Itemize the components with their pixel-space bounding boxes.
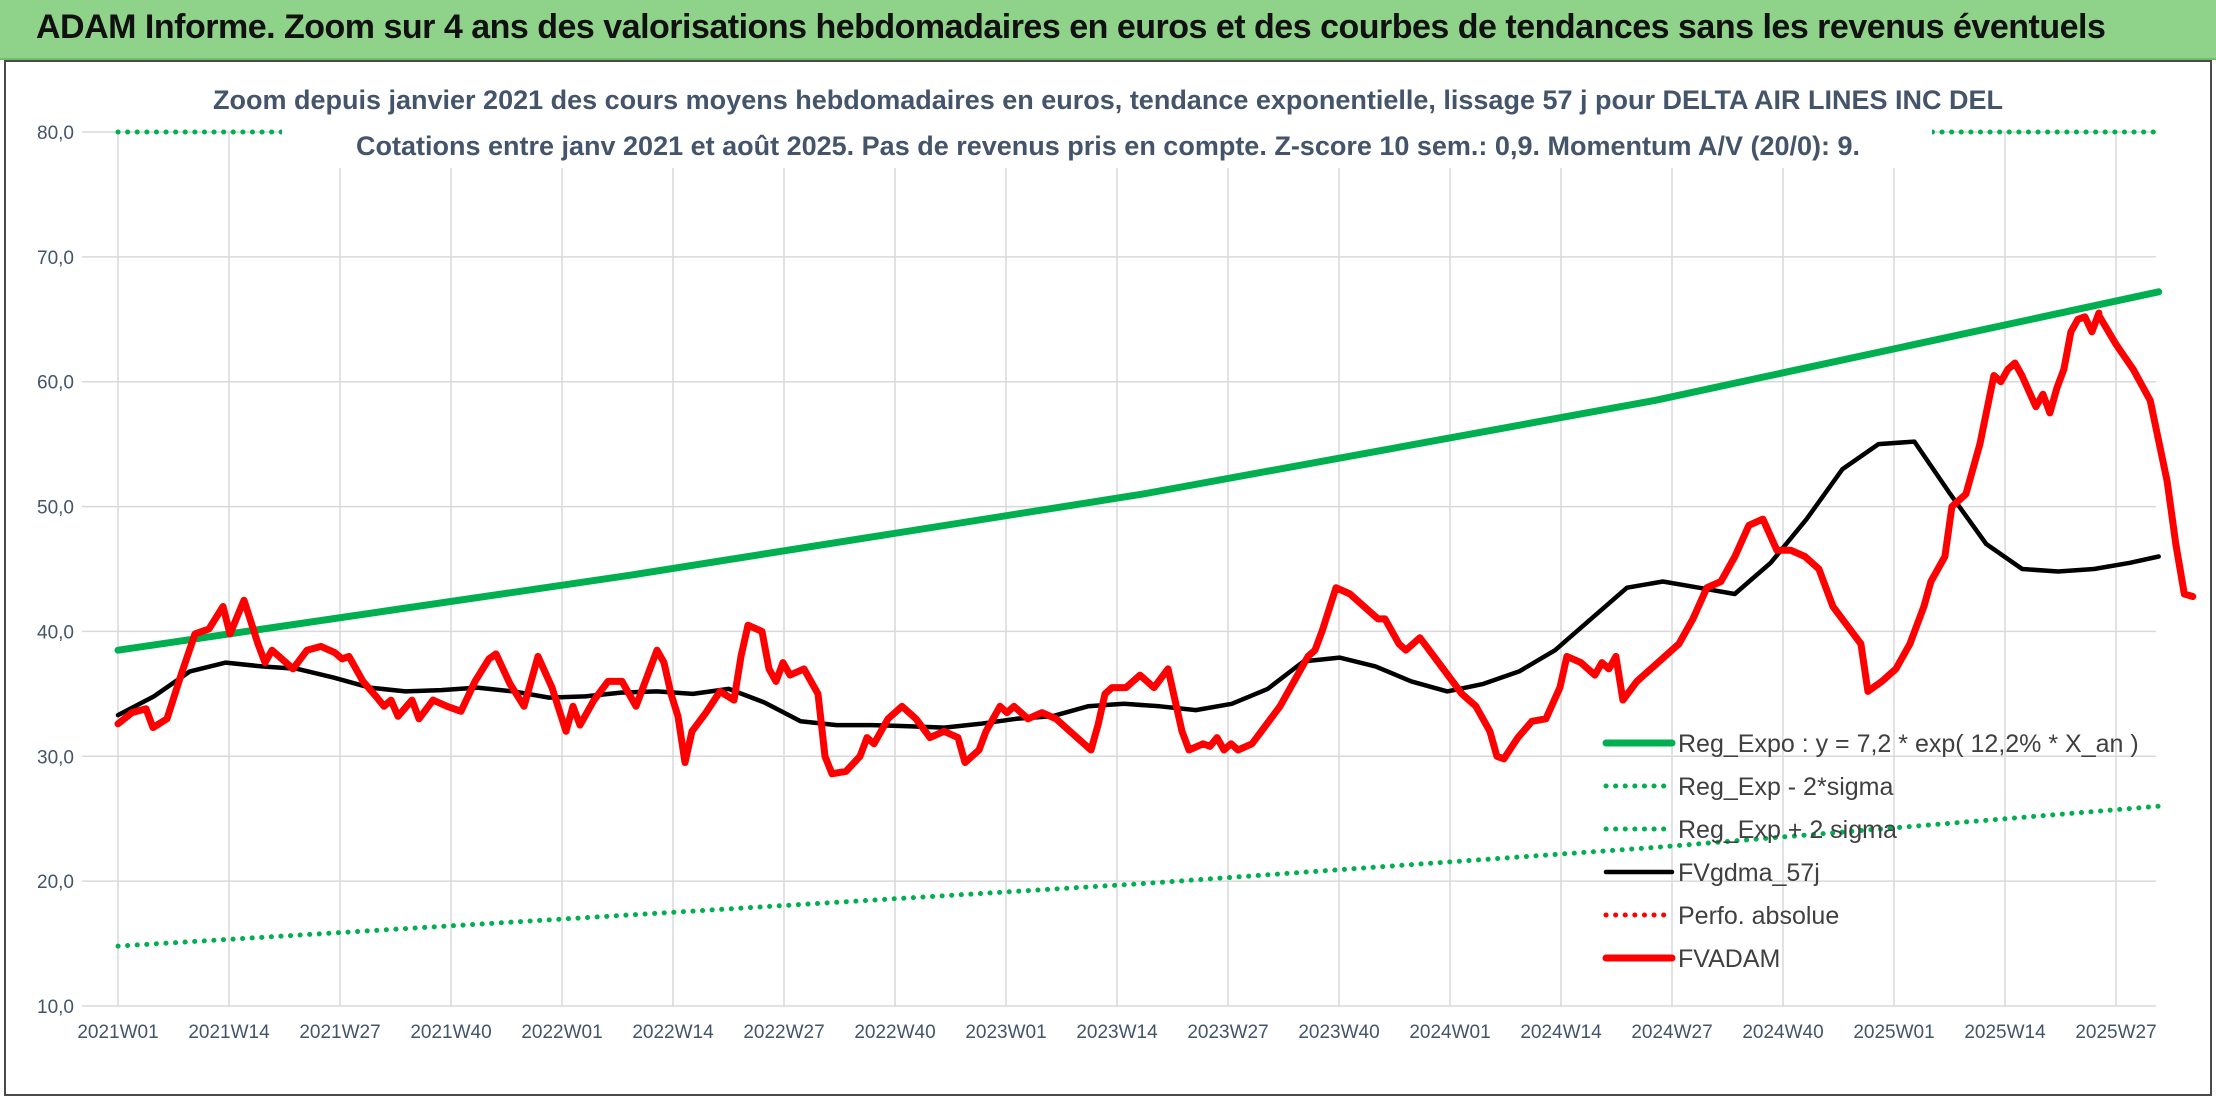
y-tick-label: 10,0 <box>37 997 74 1018</box>
x-tick-label: 2024W01 <box>1409 1022 1490 1043</box>
chart-legend: Reg_Expo : y = 7,2 * exp( 12,2% * X_an )… <box>1602 730 2139 973</box>
series-lines <box>114 129 2197 949</box>
chart-titles: Zoom depuis janvier 2021 des cours moyen… <box>213 72 2003 168</box>
chart-title-background <box>282 72 1932 168</box>
grid-lines <box>82 131 2156 1007</box>
series-line-5 <box>114 309 2197 778</box>
series-line-0 <box>114 288 2163 654</box>
y-tick-label: 80,0 <box>37 123 74 144</box>
x-tick-label: 2021W40 <box>410 1022 491 1043</box>
x-tick-label: 2022W14 <box>632 1022 714 1043</box>
y-tick-label: 60,0 <box>37 373 74 394</box>
y-tick-label: 40,0 <box>37 622 74 643</box>
x-tick-label: 2023W27 <box>1187 1022 1268 1043</box>
series-line-1 <box>115 803 2162 949</box>
x-tick-label: 2023W01 <box>965 1022 1046 1043</box>
y-axis-ticks: 10,0 20,0 30,0 40,0 50,0 60,0 70,0 80,0 <box>37 123 74 1018</box>
y-tick-label: 30,0 <box>37 747 74 768</box>
y-tick-label: 50,0 <box>37 498 74 519</box>
x-tick-label: 2025W14 <box>1964 1022 2046 1043</box>
x-tick-label: 2022W27 <box>743 1022 824 1043</box>
report-banner-title: ADAM Informe. Zoom sur 4 ans des valoris… <box>36 8 2106 46</box>
chart-panel: Zoom depuis janvier 2021 des cours moyen… <box>4 60 2212 1096</box>
report-banner: ADAM Informe. Zoom sur 4 ans des valoris… <box>0 0 2216 60</box>
series-line-3 <box>115 439 2161 730</box>
x-axis-ticks: 2021W01 2021W14 2021W27 2021W40 2022W01 2022W… <box>77 1022 2156 1043</box>
x-tick-label: 2022W01 <box>521 1022 602 1043</box>
chart-subtitle: Cotations entre janv 2021 et août 2025. … <box>356 131 1860 161</box>
legend-label: Reg_Exp - 2*sigma <box>1678 773 1893 801</box>
line-chart: Zoom depuis janvier 2021 des cours moyen… <box>37 72 2197 1043</box>
legend-label: Reg_Exp + 2 sigma <box>1678 816 1897 844</box>
legend-label: FVgdma_57j <box>1678 859 1820 887</box>
y-tick-label: 20,0 <box>37 872 74 893</box>
x-tick-label: 2025W27 <box>2075 1022 2156 1043</box>
x-tick-label: 2021W01 <box>77 1022 158 1043</box>
x-tick-label: 2024W40 <box>1742 1022 1823 1043</box>
chart-title: Zoom depuis janvier 2021 des cours moyen… <box>213 85 2003 115</box>
x-tick-label: 2021W27 <box>299 1022 380 1043</box>
x-tick-label: 2021W14 <box>188 1022 270 1043</box>
x-tick-label: 2022W40 <box>854 1022 935 1043</box>
x-tick-label: 2023W40 <box>1298 1022 1379 1043</box>
legend-label: Perfo. absolue <box>1678 902 1839 930</box>
y-tick-label: 70,0 <box>37 248 74 269</box>
x-tick-label: 2025W01 <box>1853 1022 1934 1043</box>
x-tick-label: 2023W14 <box>1076 1022 1158 1043</box>
x-tick-label: 2024W27 <box>1631 1022 1712 1043</box>
x-tick-label: 2024W14 <box>1520 1022 1602 1043</box>
legend-label: FVADAM <box>1678 945 1780 973</box>
legend-label: Reg_Expo : y = 7,2 * exp( 12,2% * X_an ) <box>1678 730 2139 758</box>
